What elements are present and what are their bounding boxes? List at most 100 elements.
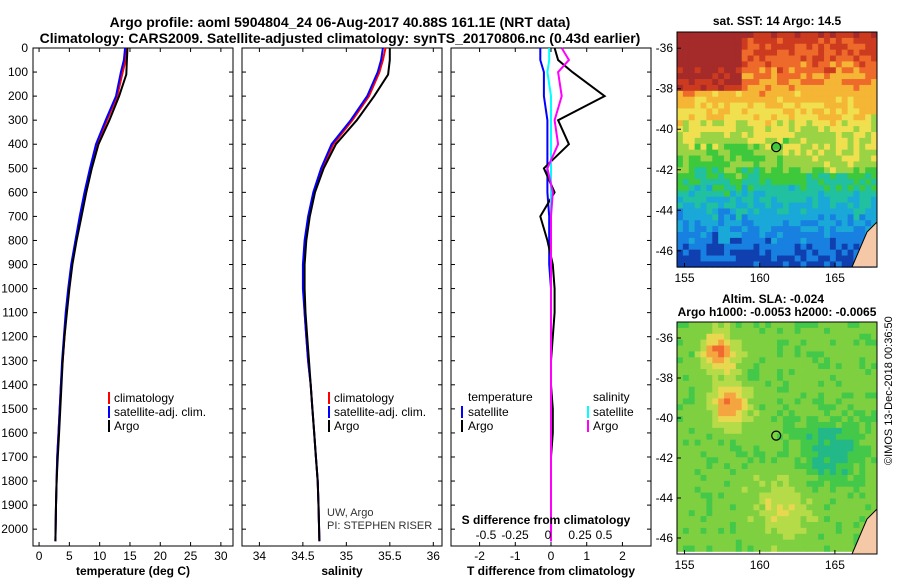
s-tick-label: -0.5 bbox=[476, 528, 497, 542]
x-axis-label: temperature (deg C) bbox=[76, 564, 190, 578]
temperature-panel-frame bbox=[32, 47, 234, 547]
x-tick-label: 36 bbox=[427, 549, 441, 563]
sst-map-title: sat. SST: 14 Argo: 14.5 bbox=[713, 14, 842, 28]
imos-credit: ©IMOS 13-Dec-2018 00:36:50 bbox=[883, 316, 895, 465]
x-tick-label: 34 bbox=[253, 549, 267, 563]
header-title-line1: Argo profile: aoml 5904804_24 06-Aug-201… bbox=[110, 14, 571, 30]
depth-tick-label: 1000 bbox=[1, 282, 28, 296]
sal-legend-argo-label: Argo bbox=[334, 419, 360, 433]
x-axis-label: salinity bbox=[321, 564, 363, 578]
map-y-tick-label: -42 bbox=[656, 163, 674, 177]
series-line bbox=[54, 47, 128, 542]
depth-tick-label: 800 bbox=[8, 233, 28, 247]
map-y-tick-label: -44 bbox=[656, 491, 674, 505]
s-difference-label: S difference from climatology bbox=[462, 513, 631, 527]
legend-satellite-label: satellite-adj. clim. bbox=[114, 405, 206, 419]
depth-tick-label: 1700 bbox=[1, 450, 28, 464]
depth-tick-label: 100 bbox=[8, 65, 28, 79]
diff-legend-sal-argo-label: Argo bbox=[593, 419, 619, 433]
argo-location-marker bbox=[771, 430, 782, 441]
series-line bbox=[539, 47, 607, 542]
sla-map: 155 160 165 -36 -38 -40 -42 -44 -46 bbox=[656, 321, 878, 572]
series-line bbox=[539, 48, 552, 542]
diff-legend-temp-argo-label: Argo bbox=[468, 419, 494, 433]
map-x-tick-label: 155 bbox=[675, 558, 695, 572]
map-x-tick-label: 155 bbox=[675, 271, 695, 285]
map-x-tick-label: 165 bbox=[825, 558, 845, 572]
temperature-legend: climatology satellite-adj. clim. Argo bbox=[108, 391, 206, 433]
salinity-panel-frame bbox=[241, 47, 443, 547]
difference-legend: temperature satellite Argo salinity sate… bbox=[461, 390, 634, 527]
diff-legend-temp-sat-label: satellite bbox=[468, 405, 509, 419]
map-y-tick-label: -46 bbox=[656, 244, 674, 258]
depth-tick-label: 2000 bbox=[1, 522, 28, 536]
depth-tick-label: 900 bbox=[8, 258, 28, 272]
diff-legend-sal-title: salinity bbox=[593, 390, 630, 404]
s-tick-label: 0.5 bbox=[596, 528, 613, 542]
sla-map-title-line2: Argo h1000: -0.0053 h2000: -0.0065 bbox=[678, 305, 877, 319]
depth-tick-label: 600 bbox=[8, 185, 28, 199]
header-title-line2: Climatology: CARS2009. Satellite-adjuste… bbox=[40, 30, 641, 46]
salinity-legend: climatology satellite-adj. clim. Argo UW… bbox=[327, 391, 432, 532]
x-axis-label: T difference from climatology bbox=[467, 564, 635, 578]
depth-tick-label: 0 bbox=[21, 41, 28, 55]
x-tick-label: 0 bbox=[548, 549, 555, 563]
x-tick-label: 10 bbox=[93, 549, 107, 563]
legend-climatology-label: climatology bbox=[114, 391, 174, 405]
legend-argo-label: Argo bbox=[114, 419, 140, 433]
depth-tick-label: 1500 bbox=[1, 402, 28, 416]
x-tick-label: 35 bbox=[340, 549, 354, 563]
map-x-tick-label: 160 bbox=[750, 271, 770, 285]
map-x-tick-label: 165 bbox=[825, 271, 845, 285]
salinity-panel: 34 34.5 35 35.5 36 salinity bbox=[253, 47, 441, 578]
sst-map: 155 160 165 -36 -38 -40 -42 -44 -46 bbox=[656, 31, 878, 285]
map-y-tick-label: -42 bbox=[656, 451, 674, 465]
diff-legend-temp-title: temperature bbox=[468, 390, 533, 404]
map-y-tick-label: -36 bbox=[656, 41, 674, 55]
depth-tick-label: 1400 bbox=[1, 378, 28, 392]
x-tick-label: 25 bbox=[184, 549, 198, 563]
sal-legend-satellite-label: satellite-adj. clim. bbox=[334, 405, 426, 419]
map-x-tick-label: 160 bbox=[750, 558, 770, 572]
map-y-tick-label: -36 bbox=[656, 331, 674, 345]
map-y-tick-label: -38 bbox=[656, 82, 674, 96]
map-y-tick-label: -44 bbox=[656, 203, 674, 217]
depth-tick-label: 200 bbox=[8, 89, 28, 103]
series-line bbox=[546, 47, 571, 542]
x-tick-label: 1 bbox=[583, 549, 590, 563]
difference-panel: -2 -1 0 1 2T difference from climatology -0.5… bbox=[467, 47, 635, 578]
s-tick-label: 0 bbox=[545, 528, 552, 542]
depth-tick-label: 1100 bbox=[2, 306, 28, 320]
depth-tick-label: 1800 bbox=[1, 474, 28, 488]
depth-tick-label: 1200 bbox=[1, 330, 28, 344]
x-tick-label: 2 bbox=[619, 549, 626, 563]
s-tick-label: 0.25 bbox=[568, 528, 592, 542]
depth-tick-label: 400 bbox=[8, 137, 28, 151]
x-tick-label: 34.5 bbox=[291, 549, 315, 563]
x-tick-label: 15 bbox=[123, 549, 137, 563]
map-y-tick-label: -38 bbox=[656, 371, 674, 385]
depth-tick-label: 1300 bbox=[1, 354, 28, 368]
series-line bbox=[54, 47, 129, 542]
sal-legend-climatology-label: climatology bbox=[334, 391, 394, 405]
x-tick-label: -2 bbox=[474, 549, 485, 563]
depth-tick-label: 700 bbox=[8, 209, 28, 223]
x-tick-label: 30 bbox=[214, 549, 228, 563]
depth-tick-label: 1900 bbox=[1, 498, 28, 512]
s-tick-label: -0.25 bbox=[501, 528, 529, 542]
x-tick-label: 20 bbox=[154, 549, 168, 563]
diff-legend-sal-sat-label: satellite bbox=[593, 405, 634, 419]
depth-axis: 0 100 200 300 400 500 600 700 800 900 1000 1100 1200… bbox=[1, 41, 651, 536]
argo-location-marker bbox=[771, 142, 782, 153]
x-tick-label: -1 bbox=[510, 549, 521, 563]
depth-tick-label: 1600 bbox=[1, 426, 28, 440]
sla-map-title-line1: Altim. SLA: -0.024 bbox=[722, 292, 824, 306]
map-y-tick-label: -40 bbox=[656, 122, 674, 136]
depth-tick-label: 300 bbox=[8, 113, 28, 127]
x-tick-label: 0 bbox=[36, 549, 43, 563]
map-y-tick-label: -46 bbox=[656, 531, 674, 545]
series-line bbox=[301, 47, 384, 542]
series-line bbox=[303, 48, 391, 542]
sal-credit-line1: UW, Argo bbox=[327, 507, 373, 519]
